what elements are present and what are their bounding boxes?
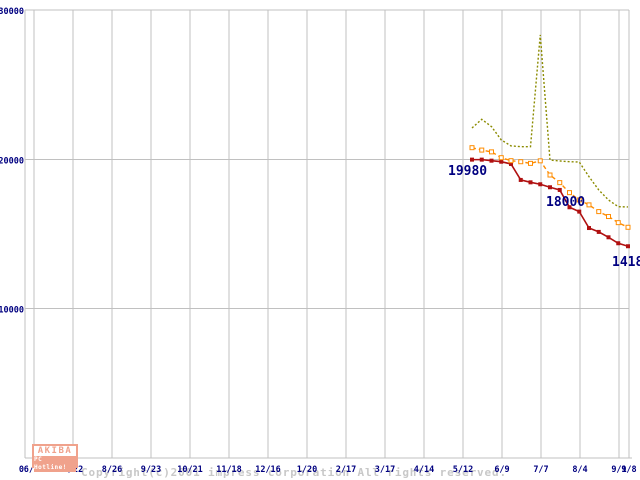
data-point-orange [557,180,563,186]
x-tick-label: 4/14 [414,465,434,475]
data-point-orange [479,147,485,153]
data-point-red [596,229,601,234]
data-point-orange [528,160,533,166]
data-point-red [479,157,484,162]
logo-pc-hotline-text: PC Hotline! [34,456,76,472]
data-point-red [509,161,513,166]
data-point-red [470,157,474,162]
data-point-orange [586,202,592,208]
x-tick-label: 9/8 [621,465,636,475]
data-point-orange [576,197,582,203]
price-label: 19980 [448,164,487,179]
data-point-red [606,235,611,240]
data-point-red [499,159,504,164]
copyright-text: Copyright(c)2001 impress corporation All… [81,445,507,480]
data-point-orange [596,209,602,215]
data-point-orange [606,214,611,220]
logo-akiba-text: AKIBA [34,446,76,456]
data-point-orange [547,172,553,178]
data-point-orange [518,159,524,165]
x-tick-label: 7/7 [533,465,548,475]
data-point-red [528,180,533,185]
data-point-red [616,241,621,246]
gridlines [24,9,632,459]
data-point-red [577,209,582,214]
data-point-red [489,158,494,163]
data-point-red [567,205,572,210]
x-tick-label: 8/26 [102,465,122,475]
copyright-line1: Copyright(c)2001 impress corporation All… [81,466,507,479]
data-point-red [587,226,591,231]
data-point-red [548,185,552,190]
y-tick-label: 30000 [0,7,24,17]
data-point-orange [625,224,631,230]
x-tick-label: 8/4 [572,465,587,475]
x-tick-label: 9/23 [141,465,161,475]
data-point-orange [615,220,621,226]
data-point-red [557,187,562,192]
price-annotations: 19980 18000 14180 [448,164,640,270]
y-tick-label: 0 [19,465,24,475]
data-point-red [626,244,630,249]
data-point-red [518,177,523,182]
data-point-orange [469,145,475,151]
data-point-orange [489,149,494,155]
x-tick-label: 12/16 [255,465,281,475]
x-tick-label: 11/18 [216,465,242,475]
data-point-orange [498,155,504,161]
data-point-orange [567,190,572,196]
data-point-red [538,182,543,187]
price-label: 18000 [546,195,585,210]
x-tick-label: 3/17 [375,465,395,475]
x-tick-label: 2/17 [336,465,356,475]
data-point-orange [537,158,543,164]
x-tick-label: 1/20 [297,465,317,475]
data-point-orange [508,158,514,164]
x-tick-label: 9/1 [611,465,626,475]
x-tick-label: 5/12 [453,465,473,475]
series-olive [471,34,629,208]
y-tick-label: 10000 [0,306,24,316]
series-red [470,157,630,249]
y-tick-label: 20000 [0,156,24,166]
price-label: 14180 [612,255,640,270]
series-orange [469,145,631,230]
x-tick-label: 10/21 [177,465,203,475]
x-tick-label: 6/9 [494,465,509,475]
akiba-pc-hotline-logo: AKIBA PC Hotline! [32,444,78,472]
